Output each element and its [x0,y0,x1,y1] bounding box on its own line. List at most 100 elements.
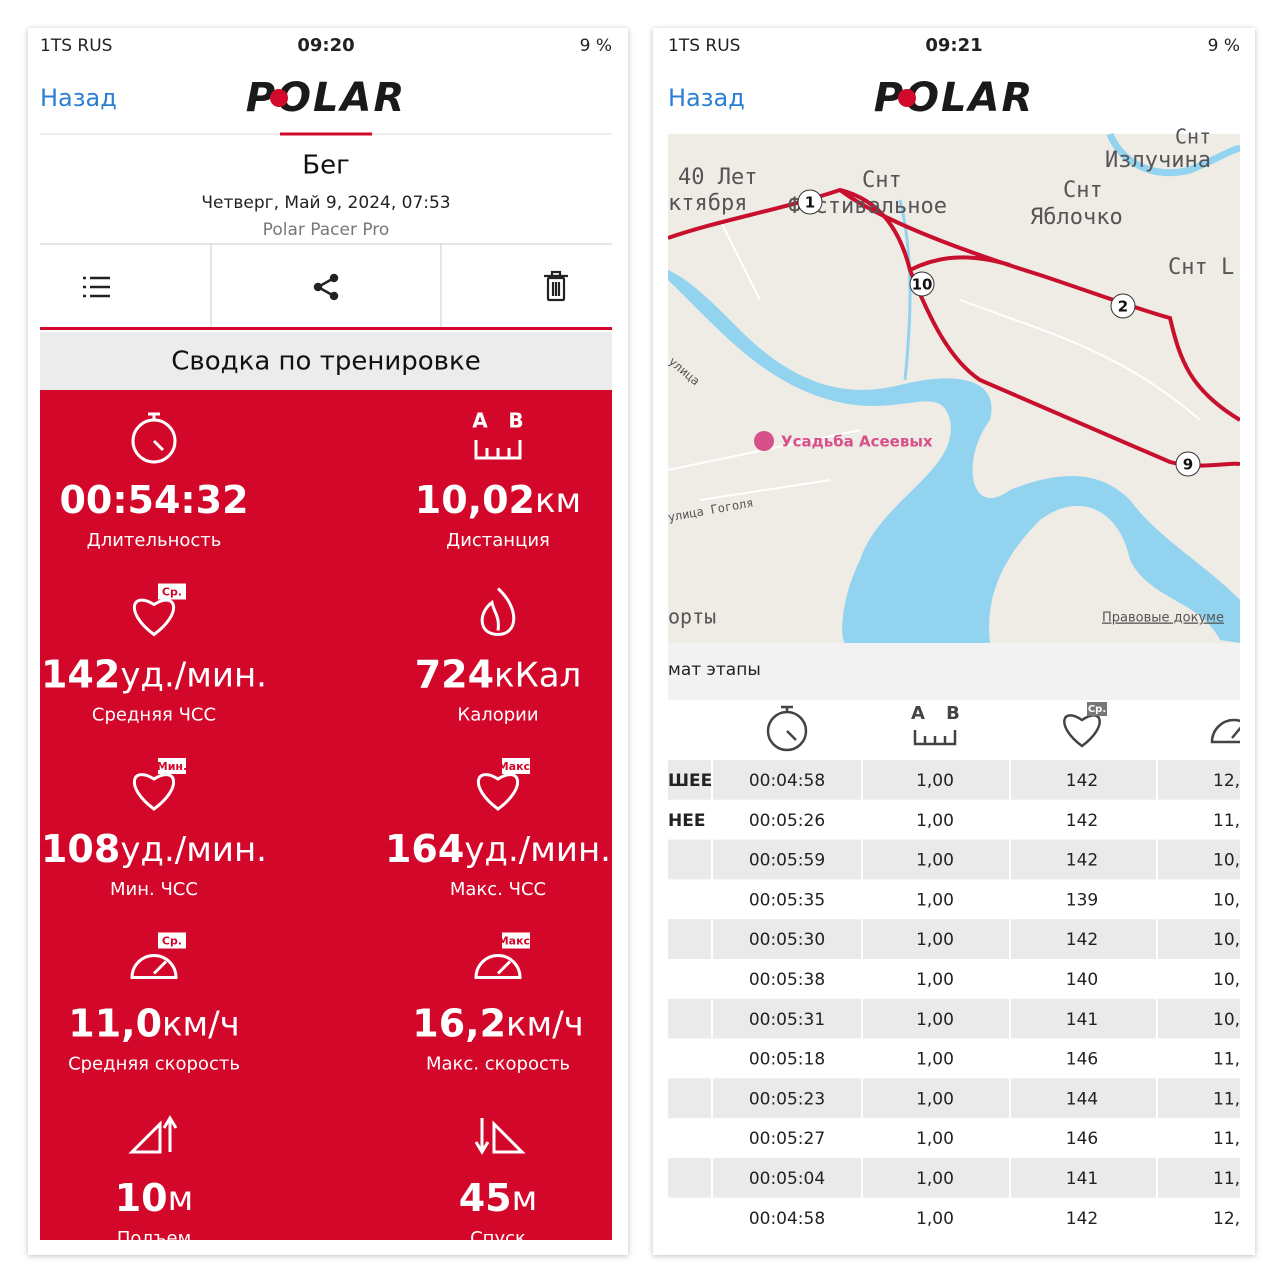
back-button[interactable]: Назад [40,84,117,112]
water [668,270,1240,643]
badge: A [911,703,925,724]
unit: км/ч [506,1004,584,1044]
cell: 1,00 [916,851,954,871]
metric: Макс. 16,2км/ч Макс. скорость [412,932,584,1075]
badge-bg [158,932,186,949]
lap-number: 2 [1118,298,1128,316]
back-button[interactable]: Назад [668,84,745,112]
delete-button[interactable] [544,270,568,302]
carrier: 1TS RUS [668,36,740,56]
badge-bg [158,583,186,600]
badge: B [508,409,523,433]
lap-number: 9 [1183,456,1193,474]
cell: 1,00 [916,890,954,910]
cell: 142 [1066,1209,1098,1229]
cell: 146 [1066,1129,1098,1149]
metric: 724кКал Калории [415,587,581,726]
value: 16,2 [412,1001,506,1045]
river [1106,132,1240,177]
metric-label: Макс. скорость [426,1054,570,1075]
status-time: 09:21 [925,35,982,56]
unit: уд./мин. [120,830,267,870]
table-row: 00:05:35 1,00 139 10,7 [668,879,1240,920]
cell: 00:05:04 [749,1169,825,1189]
icon [1063,714,1101,748]
table-row: НЕЕ 00:05:26 1,00 142 11,0 [668,799,1240,840]
badge: A [472,409,488,433]
row-bg [668,1038,1240,1079]
metric-value: 45м [459,1176,538,1220]
cell: 1,00 [916,1089,954,1109]
list-button[interactable] [83,276,110,298]
cell: 12,0 [1213,771,1251,791]
stream [898,199,912,381]
map-label: Снт [862,168,902,193]
lap-marker [797,189,823,215]
icon-handle [550,270,562,278]
cell: 10,9 [1213,930,1251,950]
table-row: 00:05:04 1,00 141 11,8 [668,1158,1240,1198]
lap-number: 1 [805,194,815,212]
workout-date: Четверг, Май 9, 2024, 07:53 [201,193,450,213]
icon-dot [313,282,323,292]
carrier: 1TS RUS [40,36,112,56]
row-bg [668,998,1240,1039]
value: 11,0 [68,1001,162,1045]
row-bg [668,919,1240,959]
table-row: 00:05:38 1,00 140 10,6 [668,959,1240,999]
cell: 10,8 [1213,1010,1251,1030]
cell: 142 [1066,811,1098,831]
map-label: Снт [1175,125,1211,149]
lap-marker [1175,451,1201,477]
cell: 00:05:31 [749,1010,825,1030]
cell: 00:05:23 [749,1089,825,1109]
cell: 00:05:30 [749,930,825,950]
metric-label: Калории [457,705,538,726]
row-label: ШЕЕ [668,771,712,791]
table-row: 00:05:18 1,00 146 11,3 [668,1038,1251,1079]
cell: 1,00 [916,1010,954,1030]
cell: 00:05:18 [749,1050,825,1070]
metric: 10м Подъем [115,1115,193,1249]
red-rule [40,327,612,330]
share-button[interactable] [313,273,339,301]
table-row: 00:05:59 1,00 142 10,0 [668,839,1251,880]
metric-value: 11,0км/ч [68,1001,240,1045]
cell: 00:05:35 [749,890,825,910]
cell: 1,00 [916,1169,954,1189]
map-label: ктября [668,191,747,216]
cell: 11,3 [1213,1050,1251,1070]
metric-label: Дистанция [446,530,550,551]
icon-body [546,276,566,302]
map-label: Снт [1063,178,1103,203]
metric-label: Подъем [117,1228,191,1249]
cell: 11,1 [1213,1089,1251,1109]
cell: 1,00 [916,930,954,950]
metric-value: 142уд./мин. [41,652,267,696]
metric-label: Длительность [87,530,222,551]
cell: 00:05:27 [749,1129,825,1149]
metric-label: Спуск [470,1228,526,1249]
metric-value: 10,02км [415,478,581,522]
map-label: Правовые докуме [1102,611,1224,626]
unit: уд./мин. [464,830,611,870]
metric: A B 10,02км Дистанция [415,409,581,552]
cell: 1,00 [916,1209,954,1229]
cell: 139 [1066,890,1098,910]
badge-bg [502,932,530,949]
table-row: 00:05:23 1,00 144 11,1 [668,1078,1251,1119]
cell: 1,00 [916,1129,954,1149]
metric-label: Макс. ЧСС [450,879,546,900]
badge: Макс. [498,760,535,773]
badge: Ср. [162,935,182,948]
cell: 141 [1066,1010,1098,1030]
metric: Макс. 164уд./мин. Макс. ЧСС [385,758,611,900]
metric: Ср. 142уд./мин. Средняя ЧСС [41,583,267,726]
logo-dot [270,89,288,107]
icon [1210,718,1240,744]
icon [133,598,175,637]
table-row: 00:04:58 1,00 142 12,0 [668,1197,1240,1238]
cell: 10,0 [1213,851,1251,871]
